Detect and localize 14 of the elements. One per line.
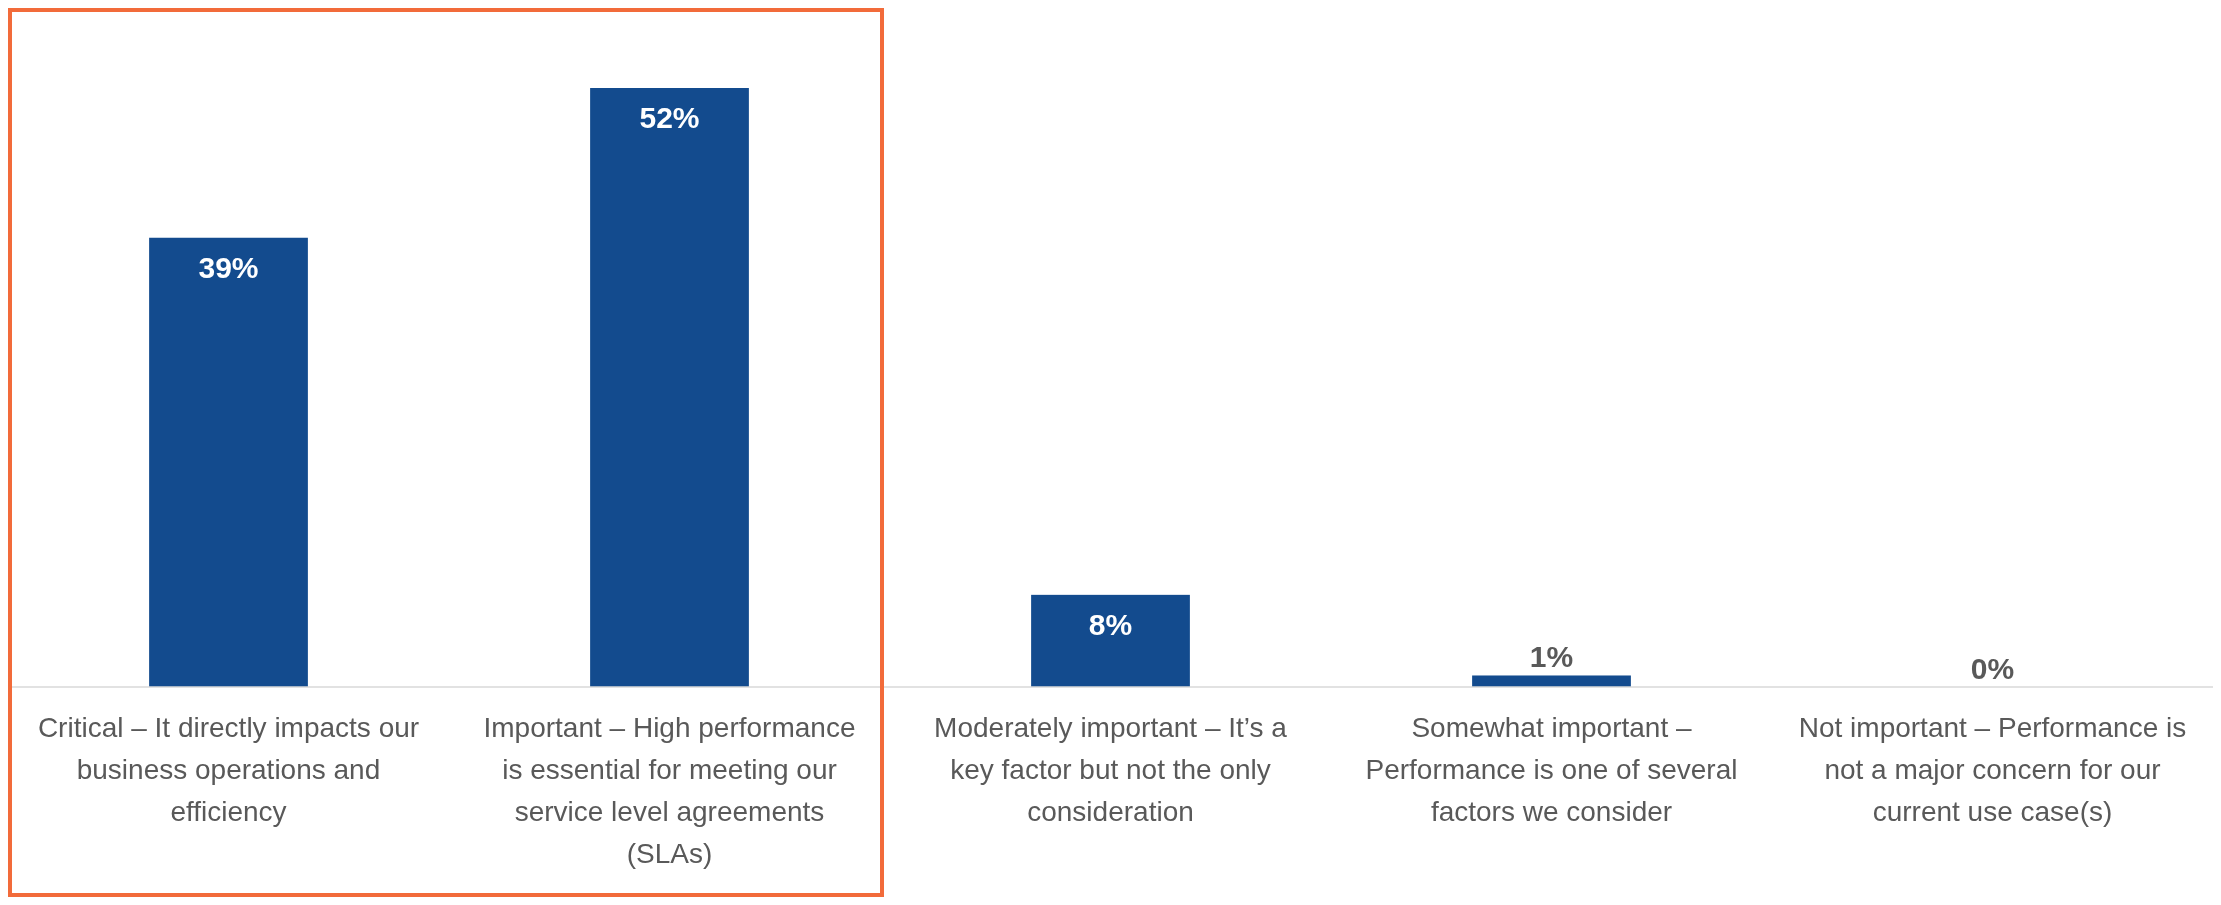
data-label: 52% [639,101,700,134]
bar [1031,594,1190,687]
bar [590,88,749,687]
data-label: 1% [1529,640,1574,674]
bar [149,237,308,687]
x-tick-label: Important – High performance is essential for meeting our service level agreements (SLAs) [483,712,856,869]
data-label: 39% [198,250,259,284]
bar [1472,675,1631,687]
data-label: 8% [1088,607,1133,641]
x-tick-label: Moderately important – It’s a key factor but not the only consideration [934,712,1288,827]
x-tick-label: Somewhat important – Performance is one of several factors we consider [1365,712,1738,827]
data-label: 0% [1970,652,2015,685]
x-tick-label: Critical – It directly impacts our business operations and efficiency [37,712,420,827]
x-tick-label: Not important – Performance is not a major concern for our current use case(s) [1798,712,2187,827]
